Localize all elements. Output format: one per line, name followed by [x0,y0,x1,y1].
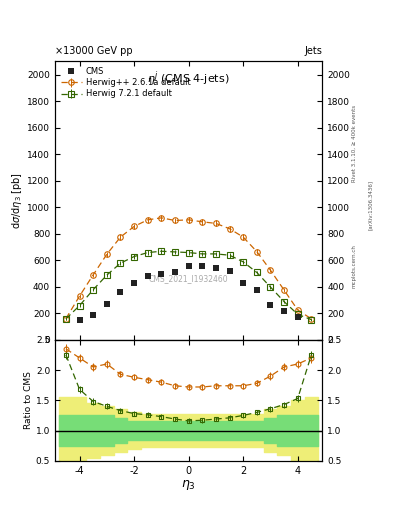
CMS [213,265,218,271]
Y-axis label: d$\sigma$/d$\eta_3$ [pb]: d$\sigma$/d$\eta_3$ [pb] [10,172,24,229]
Y-axis label: Ratio to CMS: Ratio to CMS [24,371,33,429]
Text: CMS_2021_I1932460: CMS_2021_I1932460 [149,274,228,283]
Text: [arXiv:1306.3436]: [arXiv:1306.3436] [367,180,373,230]
Text: ×13000 GeV pp: ×13000 GeV pp [55,46,133,56]
CMS [159,270,164,276]
CMS [77,317,82,323]
CMS [145,273,150,279]
CMS [132,280,136,286]
Text: mcplots.cern.ch: mcplots.cern.ch [352,244,357,288]
CMS [241,280,246,286]
CMS [254,287,259,293]
CMS [118,289,123,295]
CMS [173,269,177,275]
Line: CMS: CMS [76,263,301,323]
CMS [268,302,273,308]
X-axis label: $\eta_3$: $\eta_3$ [181,478,196,493]
Text: Jets: Jets [305,46,322,56]
CMS [105,301,109,307]
CMS [227,268,232,274]
Legend: CMS, Herwig++ 2.6.1a default, Herwig 7.2.1 default: CMS, Herwig++ 2.6.1a default, Herwig 7.2… [59,66,192,100]
CMS [91,312,95,318]
Text: Rivet 3.1.10, ≥ 400k events: Rivet 3.1.10, ≥ 400k events [352,105,357,182]
CMS [282,308,286,314]
CMS [186,263,191,269]
CMS [200,263,205,269]
Text: $\eta^j$ (CMS 4-jets): $\eta^j$ (CMS 4-jets) [147,70,230,89]
CMS [296,313,300,319]
